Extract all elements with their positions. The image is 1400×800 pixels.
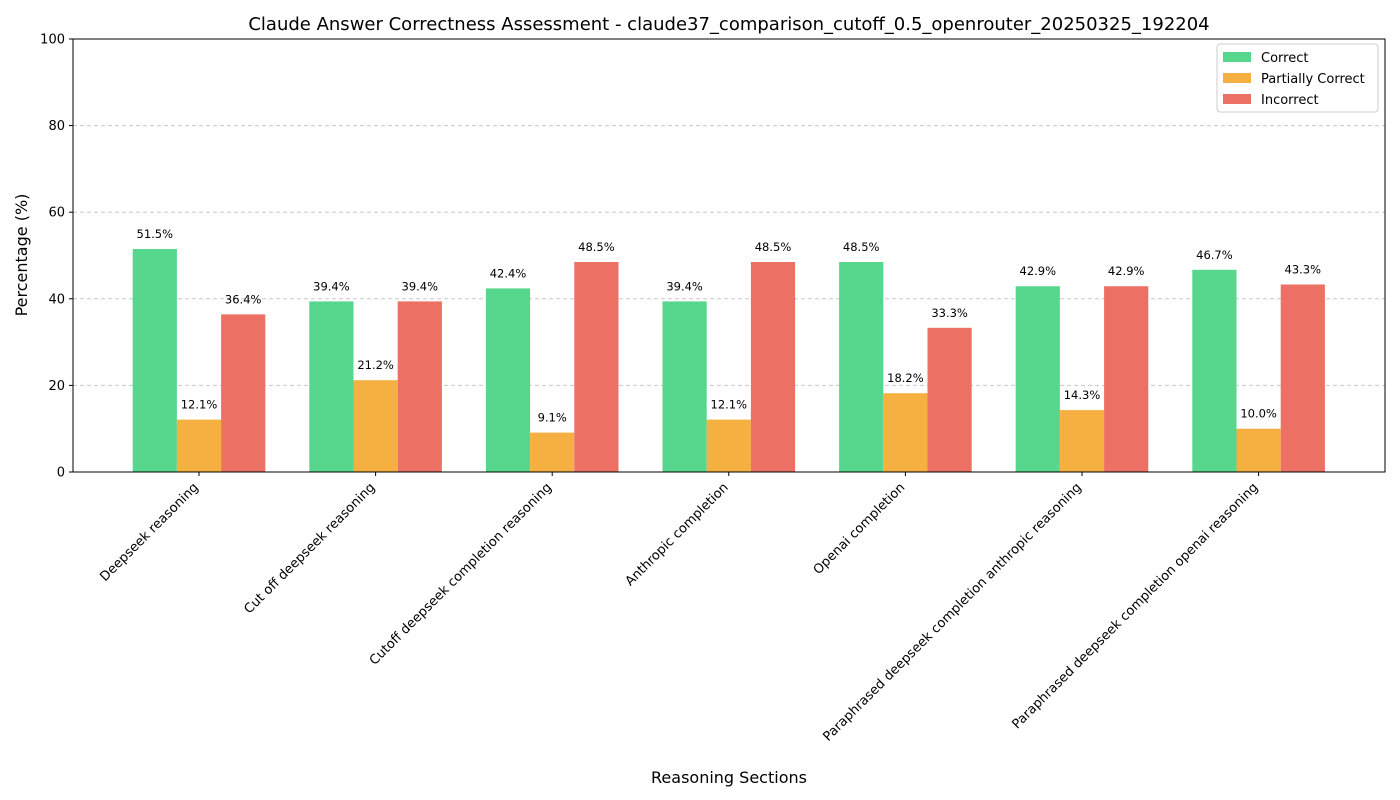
bar-incorrect [1280,284,1325,472]
bar-correct [839,261,884,472]
x-tick-label: Deepseek reasoning [97,480,201,584]
bar-value-label: 12.1% [711,398,748,412]
bar-incorrect [1104,286,1149,472]
legend-box [1216,43,1379,113]
bar-value-label: 48.5% [755,240,792,254]
bars-group [132,249,1325,472]
bar-partially-correct [530,432,575,472]
y-tick-label: 40 [48,292,65,307]
bar-value-label: 12.1% [181,398,218,412]
bar-partially-correct [1059,410,1105,472]
legend-label: Correct [1261,51,1308,66]
x-tick-label: Anthropic completion [623,480,732,589]
bar-value-label: 39.4% [666,279,703,293]
bar-partially-correct [706,419,751,472]
bar-value-label: 33.3% [931,306,968,320]
bar-value-label: 9.1% [538,411,567,425]
y-tick-label: 80 [48,119,65,134]
x-tick-label: Openai completion [811,480,909,578]
bar-correct [132,249,177,472]
bar-correct [309,301,354,472]
bar-value-label: 39.4% [313,279,350,293]
legend-swatch [1223,94,1251,104]
bar-partially-correct [1236,428,1281,472]
x-axis: Deepseek reasoning Cut off deepseek reaso… [97,472,1261,745]
bar-value-label: 48.5% [843,240,880,254]
bar-incorrect [221,314,266,472]
y-tick-label: 0 [57,466,65,481]
bar-partially-correct [176,419,222,472]
legend: Correct Partially Correct Incorrect [1216,43,1379,113]
bar-incorrect [574,261,619,472]
bar-value-label: 43.3% [1285,263,1322,277]
bar-value-label: 14.3% [1064,388,1101,402]
x-tick-label: Cutoff deepseek completion reasoning [367,480,555,668]
x-tick-label: Cut off deepseek reasoning [242,480,379,617]
bar-value-label: 42.4% [490,266,527,280]
bar-incorrect [927,327,972,472]
bar-value-label: 10.0% [1240,407,1277,421]
bar-value-label: 39.4% [402,279,439,293]
y-tick-label: 20 [48,379,65,394]
bar-incorrect [750,261,796,472]
bar-correct [1192,269,1237,472]
bar-value-label: 48.5% [578,240,615,254]
bar-value-label: 46.7% [1196,248,1233,262]
bar-incorrect [397,301,442,472]
chart-title: Claude Answer Correctness Assessment - c… [248,14,1209,35]
bar-value-label: 18.2% [887,371,924,385]
y-tick-label: 60 [48,206,65,221]
bar-value-label: 36.4% [225,292,262,306]
bar-value-label: 51.5% [137,227,174,241]
legend-label: Incorrect [1261,93,1319,108]
gridlines [73,125,1385,386]
y-axis-label: Percentage (%) [12,194,31,317]
bar-labels-group: 51.5% 12.1% 36.4% 39.4% 21.2% 39.4% 42.4% 9.1% 4… [137,227,1322,425]
x-axis-label: Reasoning Sections [651,768,807,787]
y-axis: 0 20 40 60 80 100 [40,33,73,481]
bar-value-label: 42.9% [1020,264,1057,278]
legend-swatch [1223,52,1251,62]
bar-partially-correct [353,380,398,472]
bar-correct [1015,286,1060,472]
bar-correct [485,288,531,472]
legend-label: Partially Correct [1261,72,1365,87]
legend-swatch [1223,73,1251,83]
y-tick-label: 100 [40,33,65,48]
bar-correct [662,301,707,472]
bar-value-label: 21.2% [357,358,394,372]
bar-value-label: 42.9% [1108,264,1145,278]
bar-partially-correct [883,393,928,472]
